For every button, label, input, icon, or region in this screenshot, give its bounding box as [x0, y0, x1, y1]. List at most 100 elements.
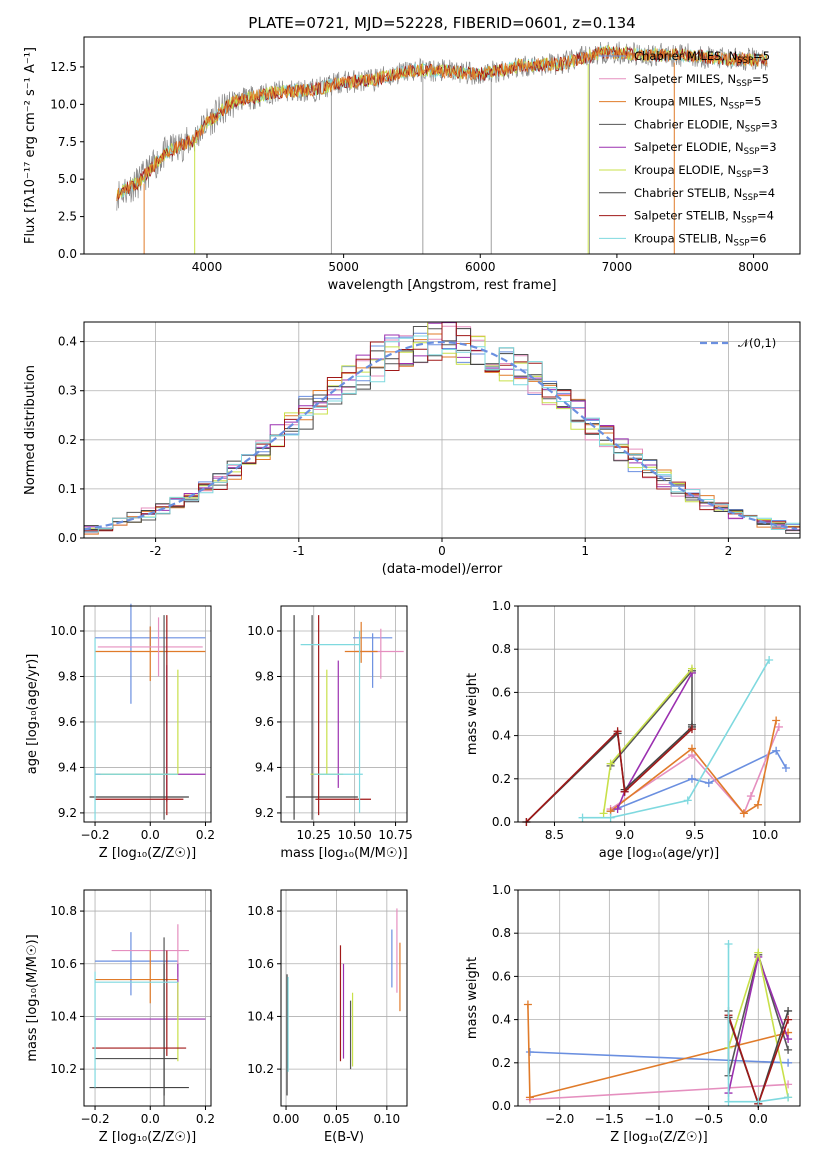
point-kroupa_miles: [753, 800, 762, 809]
point-kroupa_stelib: [724, 940, 733, 948]
y-tick-label: 10.0: [247, 624, 274, 638]
point-kroupa_stelib: [606, 813, 615, 822]
y-tick-label: 10.8: [50, 904, 77, 918]
y-axis-label: Normed distribution: [23, 365, 38, 495]
y-axis-label: mass weight: [465, 673, 480, 755]
x-tick-label: 10.0: [752, 828, 779, 842]
x-axis-label: age [log₁₀(age/yr)]: [599, 846, 720, 861]
y-tick-label: 0.3: [58, 384, 77, 398]
x-tick-label: 10.50: [337, 828, 371, 842]
y-tick-label: 10.0: [50, 624, 77, 638]
y-tick-label: 9.8: [58, 669, 77, 683]
x-tick-label: 0: [438, 544, 446, 558]
model-spectrum-kroupa_miles: [116, 46, 768, 201]
y-tick-label: 1.0: [492, 883, 511, 897]
point-kroupa_miles: [523, 1000, 532, 1009]
series-kroupa_stelib: [727, 944, 789, 1103]
point-chabrier_elodie: [784, 1045, 793, 1054]
chart-residuals: -2 -1 0 1 2 0.0 0.1 0.2 0.3 0.4 (data-model)/error…: [23, 321, 801, 577]
x-tick-label: 0.0: [141, 1112, 160, 1126]
point-kroupa_elodie: [599, 809, 608, 818]
point-kroupa_elodie: [754, 948, 763, 957]
legend-entry: Salpeter STELIB, NSSP=4: [634, 209, 774, 226]
y-tick-label: 0.4: [492, 1013, 511, 1027]
point-chabrier_miles: [772, 746, 781, 755]
y-tick-label: 10.6: [50, 957, 77, 971]
y-tick-label: 10.4: [247, 1009, 274, 1023]
series-kroupa_stelib: [582, 659, 770, 819]
legend-entry: Kroupa ELODIE, NSSP=3: [634, 163, 769, 180]
y-tick-label: 0.6: [492, 685, 511, 699]
point-kroupa_stelib: [784, 1093, 793, 1102]
point-chabrier_stelib: [784, 1006, 793, 1015]
point-kroupa_stelib: [578, 813, 587, 822]
legend-entry: Kroupa STELIB, NSSP=6: [634, 231, 766, 248]
point-salpeter_miles: [774, 722, 783, 731]
x-tick-label: −0.2: [80, 1112, 109, 1126]
x-tick-label: 0.10: [373, 1112, 400, 1126]
legend-entry: Chabrier ELODIE, NSSP=3: [634, 117, 778, 134]
y-axis-label: Flux [fλ10⁻¹⁷ erg cm⁻² s⁻¹ A⁻¹]: [23, 47, 38, 244]
y-tick-label: 0.2: [492, 1056, 511, 1070]
y-tick-label: 0.0: [492, 1099, 511, 1113]
y-tick-label: 0.0: [492, 815, 511, 829]
y-tick-label: 12.5: [50, 60, 77, 74]
y-tick-label: 0.0: [58, 531, 77, 545]
axes-frame: [83, 889, 212, 1107]
y-tick-label: 10.0: [50, 97, 77, 111]
point-kroupa_stelib: [683, 796, 692, 805]
y-tick-label: 9.4: [255, 760, 274, 774]
y-tick-label: 0.4: [58, 335, 77, 349]
x-tick-label: 7000: [602, 260, 633, 274]
x-axis-label: Z [log₁₀(Z/Z☉)]: [610, 1130, 707, 1145]
axes-frame: [280, 605, 408, 823]
y-tick-label: 9.6: [255, 715, 274, 729]
x-tick-label: 0.0: [141, 828, 160, 842]
point-chabrier_miles: [781, 764, 790, 772]
point-salpeter_stelib: [613, 727, 622, 736]
x-tick-label: 0.2: [196, 1112, 215, 1126]
x-tick-label: −0.5: [694, 1112, 723, 1126]
x-tick-label: −0.2: [80, 828, 109, 842]
legend-entry: Chabrier STELIB, NSSP=4: [634, 186, 775, 203]
x-tick-label: 5000: [328, 260, 359, 274]
legend-entry: Salpeter ELODIE, NSSP=3: [634, 140, 777, 157]
y-tick-label: 9.8: [255, 669, 274, 683]
y-tick-label: 7.5: [58, 135, 77, 149]
point-salpeter_elodie: [613, 805, 622, 814]
y-tick-label: 0.0: [58, 247, 77, 261]
series-chabrier_elodie: [609, 668, 693, 767]
y-tick-label: 9.2: [58, 806, 77, 820]
y-tick-label: 0.2: [58, 433, 77, 447]
x-tick-label: 0.00: [273, 1112, 300, 1126]
chart-title: PLATE=0721, MJD=52228, FIBERID=0601, z=0…: [248, 14, 635, 32]
x-tick-label: 1: [581, 544, 589, 558]
chart-mass_vs_ebv: 0.00 0.05 0.10 10.2 10.4 10.6 10.8 E(B-V): [247, 889, 408, 1145]
y-tick-label: 0.1: [58, 482, 77, 496]
y-tick-label: 0.8: [492, 642, 511, 656]
x-axis-label: mass [log₁₀(M/M☉)]: [280, 846, 407, 861]
histogram-salpeter_stelib: [84, 322, 800, 532]
point-chabrier_miles: [784, 1058, 793, 1067]
point-chabrier_miles: [525, 1048, 534, 1056]
chart-weight_vs_age: 8.5 9.0 9.5 10.0 0.0 0.2 0.4 0.6 0.8 1.0 age [log₁…: [465, 599, 801, 861]
x-tick-label: 4000: [192, 260, 223, 274]
y-tick-label: 10.6: [247, 957, 274, 971]
y-tick-label: 10.8: [247, 904, 274, 918]
x-tick-label: −1.5: [595, 1112, 624, 1126]
chart-spectrum: 4000 5000 6000 7000 8000 0.0 2.5 5.0 7.5 10.0 12.5…: [23, 14, 801, 293]
legend-entry: Salpeter MILES, NSSP=5: [634, 72, 769, 89]
y-axis-label: mass weight: [465, 957, 480, 1039]
chart-weight_vs_Z: −2.0 −1.5 −1.0 −0.5 0.0 0.0 0.2 0.4 0.6 0.8 1.0 Z […: [465, 883, 801, 1145]
y-tick-label: 0.6: [492, 969, 511, 983]
axes-frame: [83, 605, 212, 823]
y-tick-label: 9.2: [255, 806, 274, 820]
point-kroupa_elodie: [606, 759, 615, 768]
x-axis-label: Z [log₁₀(Z/Z☉)]: [99, 846, 196, 861]
normal-curve: [84, 341, 798, 531]
point-kroupa_miles: [772, 716, 781, 725]
point-kroupa_miles: [525, 1093, 534, 1102]
x-tick-label: −2.0: [545, 1112, 574, 1126]
point-salpeter_stelib: [687, 725, 696, 734]
y-tick-label: 0.8: [492, 926, 511, 940]
